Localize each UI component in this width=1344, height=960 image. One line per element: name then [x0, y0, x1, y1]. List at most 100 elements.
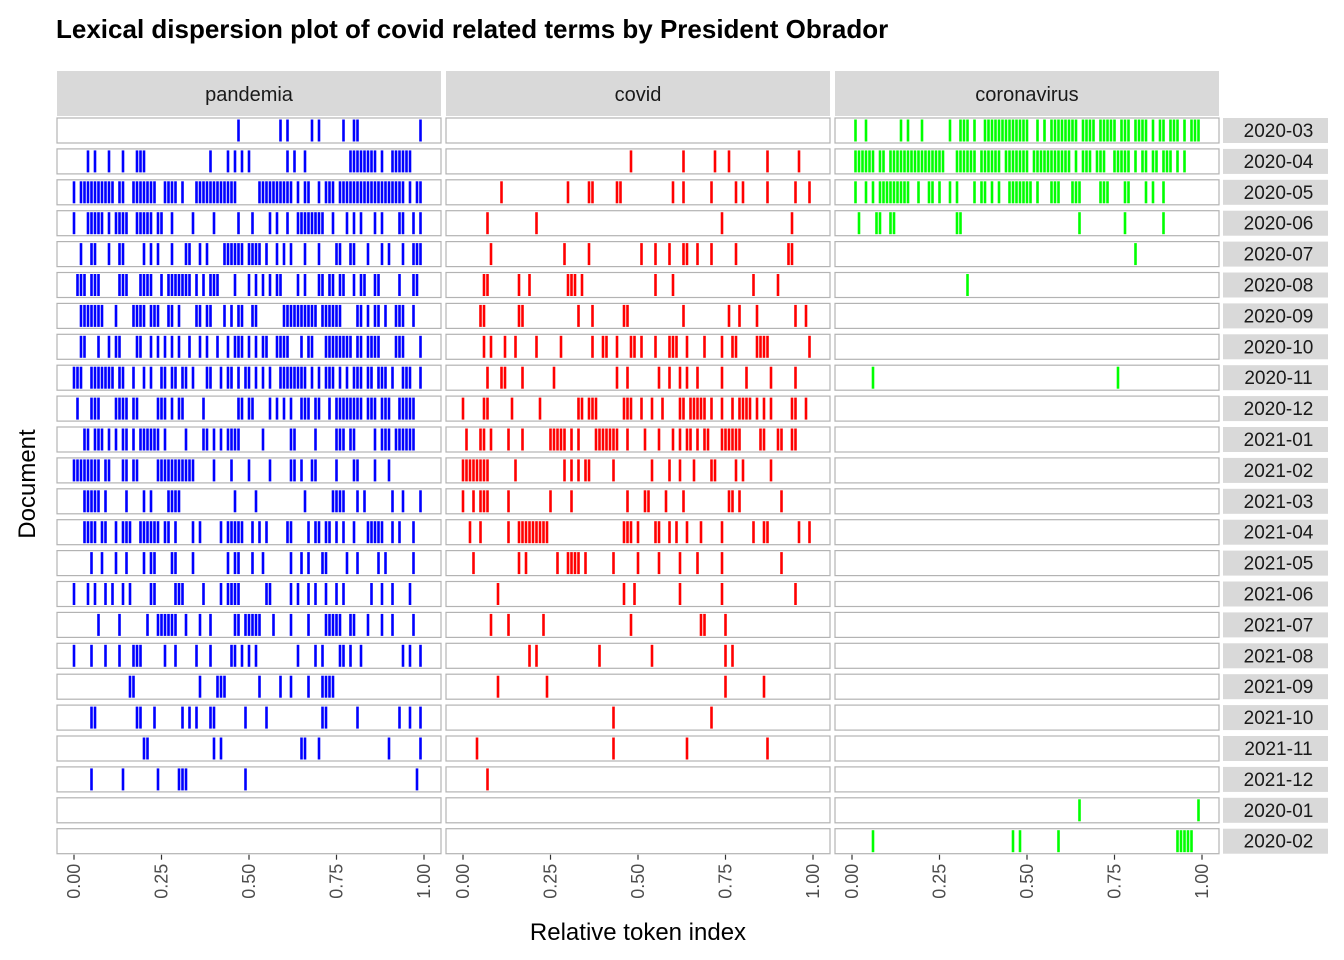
- x-tick-label: 1.00: [1192, 864, 1212, 899]
- row-panel: [834, 271, 1220, 299]
- row-2021-06: [834, 580, 1220, 608]
- row-2021-12: [445, 766, 831, 793]
- row-2020-09: [834, 302, 1220, 329]
- document-label: 2020-06: [1244, 214, 1314, 235]
- row-2021-11: [56, 735, 442, 762]
- row-panel: [834, 828, 1220, 855]
- document-label-strip: [1223, 303, 1328, 329]
- document-label-strip: [1223, 365, 1328, 391]
- row-panel: [445, 210, 831, 237]
- row-2021-04: [445, 519, 831, 546]
- x-axis-title: Relative token index: [530, 919, 746, 946]
- row-panel: [445, 179, 831, 206]
- document-label: 2021-06: [1244, 585, 1314, 606]
- row-panel: [445, 735, 831, 762]
- row-2020-06: [834, 210, 1220, 237]
- row-panel: [834, 580, 1220, 608]
- row-panel: [445, 580, 831, 608]
- row-2020-07: [834, 241, 1220, 268]
- row-panel: [445, 426, 831, 453]
- document-label: 2021-05: [1244, 554, 1314, 575]
- document-label-strip: [1223, 427, 1328, 452]
- document-label: 2021-09: [1244, 677, 1314, 698]
- document-label: 2021-07: [1244, 615, 1314, 636]
- row-panel: [56, 828, 442, 855]
- x-tick-label: 0.75: [716, 864, 736, 899]
- row-panel: [445, 828, 831, 855]
- x-tick-label: 1.00: [803, 864, 823, 899]
- row-2020-01: [56, 797, 442, 824]
- document-label: 2021-08: [1244, 646, 1314, 667]
- row-panel: [445, 611, 831, 639]
- row-2021-05: [56, 549, 442, 577]
- row-panel: [445, 302, 831, 329]
- row-2020-02: [56, 828, 442, 855]
- x-tick-label: 0.25: [930, 864, 950, 899]
- row-panel: [56, 519, 442, 546]
- row-panel: [834, 704, 1220, 731]
- row-panel: [56, 704, 442, 731]
- row-2020-05: [445, 179, 831, 206]
- document-row-labels: 2020-03 2020-04 2020-05 2020-06 2020-07 2020-…: [1223, 118, 1328, 854]
- row-2021-10: [834, 704, 1220, 731]
- row-2021-11: [445, 735, 831, 762]
- document-label: 2020-04: [1244, 152, 1314, 173]
- row-2020-08: [445, 271, 831, 299]
- row-panel: [834, 241, 1220, 268]
- document-label: 2020-05: [1244, 183, 1314, 204]
- document-label: 2021-11: [1244, 739, 1312, 760]
- x-tick-label: 0.00: [64, 864, 84, 899]
- row-2020-01: [445, 797, 831, 824]
- row-2020-12: [56, 395, 442, 422]
- document-label-strip: [1223, 797, 1328, 823]
- row-2021-07: [834, 611, 1220, 639]
- row-panel: [834, 302, 1220, 329]
- row-2020-05: [56, 179, 442, 206]
- facet-strip: [446, 71, 830, 116]
- x-tick-label: 0.75: [1105, 864, 1125, 899]
- facet-panels: pandemia covid coronavirus: [56, 71, 1220, 855]
- document-label-strip: [1223, 674, 1328, 700]
- row-2020-07: [56, 241, 442, 268]
- x-tick-label: 0.25: [152, 864, 172, 899]
- document-label-strip: [1223, 581, 1328, 607]
- row-panel: [445, 395, 831, 422]
- row-panel: [834, 488, 1220, 515]
- document-label: 2021-03: [1244, 492, 1314, 513]
- document-label-strip: [1223, 396, 1328, 422]
- x-axis-ticks: 0.00 0.25 0.50 0.75 1.00 0.00 0.25 0.50 0.75 1.00…: [64, 854, 1212, 899]
- row-panel: [834, 766, 1220, 793]
- row-2021-01: [56, 426, 442, 453]
- row-panel: [834, 210, 1220, 237]
- row-2020-06: [56, 210, 442, 237]
- row-2021-06: [445, 580, 831, 608]
- row-2021-09: [56, 673, 442, 700]
- row-panel: [834, 735, 1220, 762]
- row-2021-03: [56, 488, 442, 515]
- document-label-strip: [1223, 612, 1328, 638]
- facet-strip-label: coronavirus: [975, 84, 1078, 106]
- x-tick-label: 0.00: [453, 864, 473, 899]
- row-2021-12: [56, 766, 442, 793]
- row-2021-02: [834, 457, 1220, 484]
- row-2021-06: [56, 580, 442, 608]
- row-2020-07: [445, 241, 831, 268]
- x-tick-label: 0.75: [327, 864, 347, 899]
- row-panel: [56, 488, 442, 515]
- row-2021-07: [56, 611, 442, 639]
- row-panel: [56, 549, 442, 577]
- row-2020-11: [445, 364, 831, 391]
- row-panel: [445, 766, 831, 793]
- row-2020-02: [834, 828, 1220, 855]
- row-2020-04: [56, 148, 442, 175]
- row-2021-09: [445, 673, 831, 700]
- row-panel: [56, 673, 442, 700]
- document-label: 2020-01: [1244, 801, 1314, 822]
- document-label-strip: [1223, 488, 1328, 514]
- document-label: 2021-12: [1244, 770, 1314, 791]
- row-2021-01: [834, 426, 1220, 453]
- row-2021-10: [445, 704, 831, 731]
- row-2020-08: [56, 271, 442, 299]
- row-2021-02: [56, 457, 442, 484]
